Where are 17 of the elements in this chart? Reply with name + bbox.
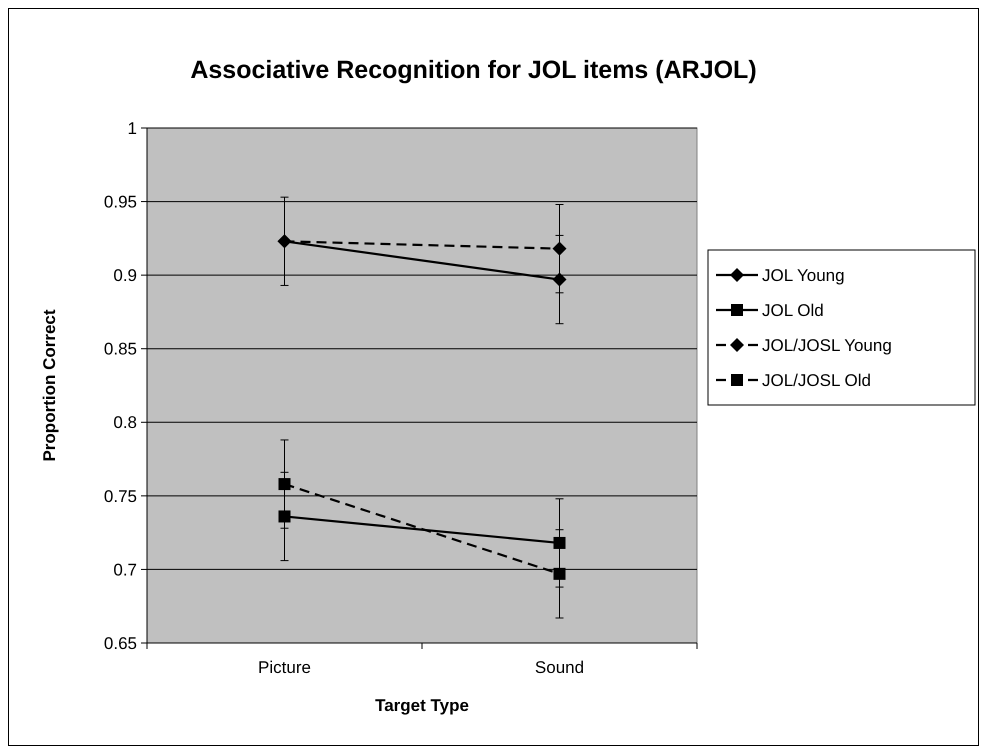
legend-label: JOL Young [762, 266, 845, 285]
x-axis-title: Target Type [375, 696, 469, 715]
legend-label: JOL/JOSL Young [762, 336, 892, 355]
y-tick-label: 0.7 [113, 560, 137, 580]
x-tick-label: Picture [258, 658, 311, 677]
y-tick-label: 0.85 [104, 340, 137, 359]
x-tick-label: Sound [534, 658, 584, 677]
y-tick-label: 0.95 [104, 192, 137, 212]
y-tick-label: 1 [128, 118, 137, 138]
y-tick-label: 0.8 [113, 413, 137, 432]
legend-label: JOL Old [762, 300, 824, 320]
chart-title: Associative Recognition for JOL items (ARJOL) [190, 56, 757, 84]
y-tick-label: 0.65 [104, 634, 137, 653]
legend-label: JOL/JOSL Old [762, 370, 871, 390]
y-axis-title: Proportion Correct [40, 309, 59, 462]
y-tick-label: 0.9 [113, 266, 137, 286]
y-tick-label: 0.75 [104, 486, 137, 506]
